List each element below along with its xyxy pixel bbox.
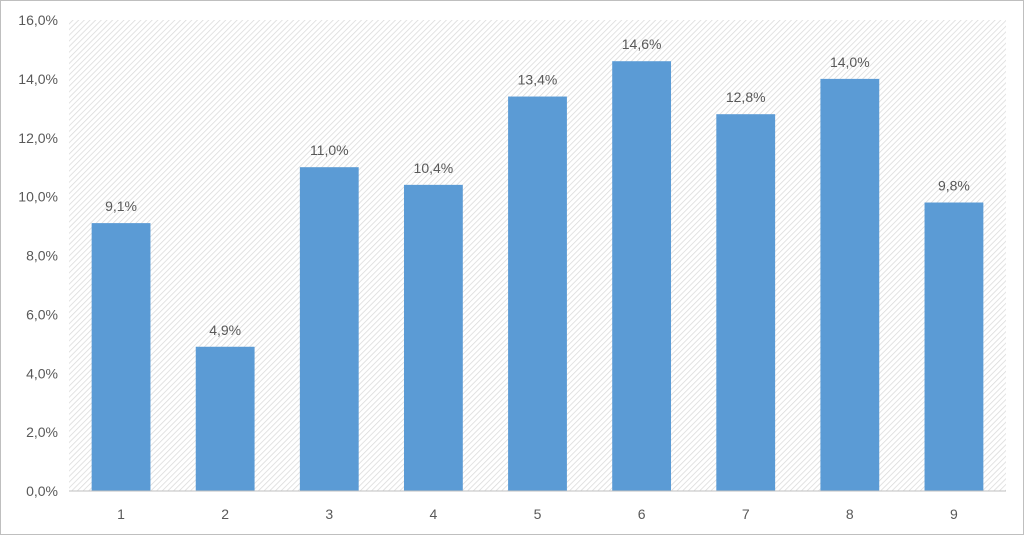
- x-tick-label: 9: [950, 506, 958, 522]
- data-label: 13,4%: [518, 72, 558, 88]
- y-tick-label: 8,0%: [26, 248, 58, 264]
- data-label: 12,8%: [726, 89, 766, 105]
- data-label: 9,1%: [105, 198, 137, 214]
- x-tick-label: 4: [429, 506, 437, 522]
- x-tick-label: 2: [221, 506, 229, 522]
- y-tick-label: 10,0%: [18, 189, 58, 205]
- y-tick-label: 16,0%: [18, 12, 58, 28]
- bars: [91, 61, 984, 492]
- data-label: 14,6%: [622, 36, 662, 52]
- data-labels: 9,1% 4,9% 11,0% 10,4% 13,4% 14,6% 12,8% 14,0% 9,…: [105, 36, 970, 338]
- bar: [299, 167, 359, 491]
- y-tick-label: 2,0%: [26, 424, 58, 440]
- y-tick-label: 4,0%: [26, 365, 58, 381]
- x-tick-label: 3: [325, 506, 333, 522]
- x-axis: 1 2 3 4 5 6 7 8 9: [117, 506, 958, 522]
- bar: [195, 346, 255, 491]
- y-tick-label: 12,0%: [18, 130, 58, 146]
- y-tick-label: 14,0%: [18, 71, 58, 87]
- bar: [403, 184, 463, 491]
- data-label: 11,0%: [310, 142, 349, 158]
- bar: [612, 61, 672, 492]
- x-tick-label: 7: [742, 506, 750, 522]
- bar: [820, 78, 880, 491]
- x-tick-label: 8: [846, 506, 854, 522]
- x-tick-label: 5: [534, 506, 542, 522]
- x-tick-label: 6: [638, 506, 646, 522]
- y-tick-label: 6,0%: [26, 306, 58, 322]
- x-tick-label: 1: [117, 506, 125, 522]
- bar: [716, 114, 776, 491]
- bar: [508, 96, 567, 491]
- data-label: 14,0%: [830, 54, 870, 70]
- bar: [91, 223, 151, 491]
- y-axis: 0,0% 2,0% 4,0% 6,0% 8,0% 10,0% 12,0% 14,0% 16,0%: [18, 12, 58, 499]
- data-label: 10,4%: [414, 160, 454, 176]
- data-label: 9,8%: [938, 178, 970, 194]
- y-tick-label: 0,0%: [26, 483, 58, 499]
- data-label: 4,9%: [209, 322, 241, 338]
- bar: [924, 202, 984, 491]
